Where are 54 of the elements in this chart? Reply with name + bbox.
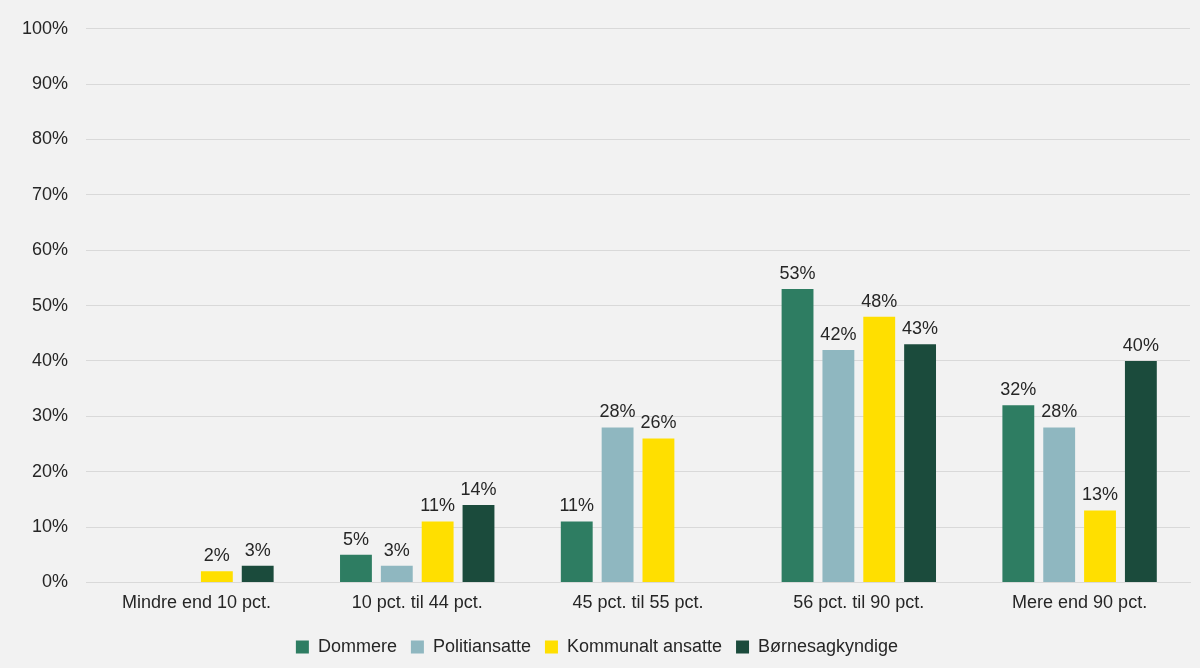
data-label: 40% <box>1122 334 1159 355</box>
y-tick-label: 30% <box>32 405 69 426</box>
data-label: 42% <box>820 323 857 344</box>
x-tick-label: 10 pct. til 44 pct. <box>351 592 483 613</box>
y-tick-label: 0% <box>42 571 69 592</box>
data-label: 11% <box>559 495 595 516</box>
legend-label: Dommere <box>317 635 397 656</box>
bar <box>863 316 896 582</box>
bar <box>601 427 634 582</box>
y-tick-label: 90% <box>32 73 69 94</box>
x-tick-label: Mere end 90 pct. <box>1012 592 1148 613</box>
bar <box>1002 405 1035 582</box>
legend-label: Kommunalt ansatte <box>566 635 723 656</box>
data-label: 13% <box>1082 484 1119 505</box>
data-label: 2% <box>203 545 230 566</box>
bar <box>241 565 274 582</box>
bar <box>421 521 454 582</box>
bar <box>200 571 233 582</box>
data-label: 53% <box>779 262 816 283</box>
data-label: 3% <box>244 539 271 560</box>
bar <box>642 438 675 582</box>
data-label: 3% <box>383 539 410 560</box>
bar <box>822 349 855 582</box>
bar <box>380 565 413 582</box>
bar <box>1084 510 1116 582</box>
legend-label: Politiansatte <box>432 635 531 656</box>
data-label: 48% <box>861 290 898 311</box>
data-label: 28% <box>1041 401 1078 422</box>
data-label: 32% <box>1000 379 1037 400</box>
y-tick-label: 70% <box>32 183 69 204</box>
y-tick-label: 80% <box>32 128 69 149</box>
x-tick-label: 45 pct. til 55 pct. <box>572 592 704 613</box>
y-tick-label: 100% <box>21 17 69 38</box>
x-tick-label: Mindre end 10 pct. <box>121 592 271 613</box>
bar <box>904 344 937 582</box>
data-label: 14% <box>460 478 497 499</box>
bar <box>781 288 814 582</box>
legend-label: Børnesagkyndige <box>758 635 899 656</box>
data-label: 43% <box>902 318 939 339</box>
y-tick-label: 10% <box>32 516 69 537</box>
data-label: 11% <box>420 495 455 516</box>
bar <box>1043 427 1076 582</box>
x-tick-label: 56 pct. til 90 pct. <box>793 592 925 613</box>
bar <box>1124 360 1157 582</box>
bar <box>462 504 495 582</box>
y-tick-label: 40% <box>32 349 69 370</box>
bar <box>340 554 372 582</box>
bar <box>560 521 593 582</box>
data-label: 28% <box>599 401 636 422</box>
y-tick-label: 50% <box>32 294 69 315</box>
data-label: 26% <box>640 412 677 433</box>
y-tick-label: 60% <box>32 239 69 260</box>
y-tick-label: 20% <box>32 460 69 481</box>
data-label: 5% <box>342 528 369 549</box>
